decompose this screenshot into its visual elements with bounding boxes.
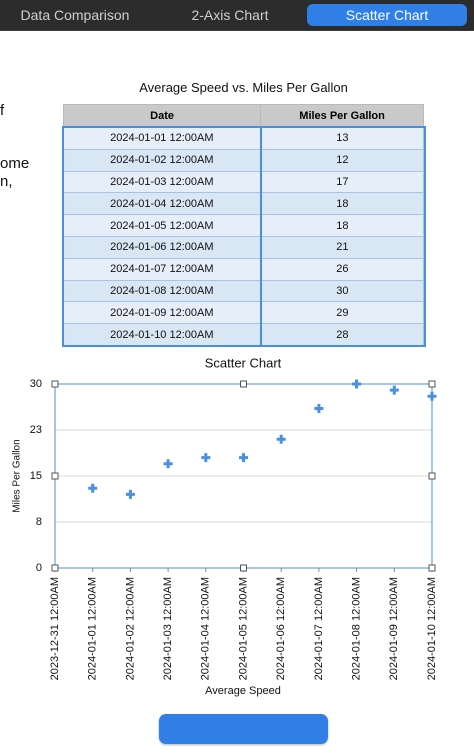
table-cell: 12 (260, 148, 424, 172)
table-row: 2024-01-10 12:00AM 28 (62, 323, 424, 346)
table-row: 2024-01-08 12:00AM 30 (62, 279, 424, 303)
selection-handle (428, 472, 436, 480)
table-cell: 17 (260, 170, 424, 194)
side-text: n, (0, 173, 13, 190)
table-cell: 2024-01-05 12:00AM (62, 214, 262, 237)
scatter-point (239, 453, 248, 463)
x-tick-label: 2023-12-31 12:00AM (49, 577, 61, 680)
selection-handle (240, 564, 247, 572)
table-row: 2024-01-02 12:00AM 12 (62, 148, 424, 172)
y-tick-label: 23 (30, 424, 42, 436)
table-cell: 2024-01-10 12:00AM (62, 323, 262, 346)
table-cell: 18 (260, 192, 424, 216)
scatter-point (314, 404, 324, 414)
x-tick-label: 2024-01-03 12:00AM (162, 577, 174, 680)
table-cell: 2024-01-08 12:00AM (62, 279, 262, 303)
table-cell: 2024-01-06 12:00AM (62, 235, 262, 259)
y-tick-label: 0 (36, 562, 42, 574)
table-cell: 29 (260, 301, 424, 325)
y-axis-label: Miles Per Gallon (12, 439, 23, 512)
table-row: 2024-01-04 12:00AM 18 (62, 192, 424, 216)
scatter-point (427, 391, 437, 401)
tab[interactable]: Scatter Chart (307, 4, 467, 26)
column-header: Miles Per Gallon (260, 104, 424, 128)
table-row: 2024-01-01 12:00AM 13 (62, 127, 424, 150)
table-cell: 21 (260, 235, 424, 259)
x-tick-label: 2024-01-05 12:00AM (237, 577, 249, 680)
table-cell: 13 (260, 127, 424, 150)
side-text: f (0, 102, 5, 119)
side-text: ome (0, 155, 30, 172)
scatter-point (201, 453, 211, 463)
x-axis-label: Average Speed (205, 685, 281, 697)
tab[interactable]: 2-Axis Chart (191, 7, 269, 23)
x-tick-label: 2024-01-08 12:00AM (351, 577, 363, 680)
scatter-point (352, 379, 362, 389)
scatter-point (276, 434, 286, 444)
x-tick-label: 2024-01-06 12:00AM (275, 577, 287, 680)
selection-handle (428, 380, 436, 388)
selection-handle (428, 564, 436, 572)
table-cell: 2024-01-09 12:00AM (62, 301, 262, 325)
selection-handle (51, 564, 59, 572)
x-tick-label: 2024-01-10 12:00AM (426, 577, 438, 680)
tab[interactable]: Data Comparison (20, 7, 130, 23)
table-title: Average Speed vs. Miles Per Gallon (139, 80, 348, 95)
table-cell: 2024-01-01 12:00AM (62, 127, 262, 150)
table-cell: 2024-01-04 12:00AM (62, 192, 262, 216)
selection-handle (240, 380, 247, 388)
scatter-point (163, 459, 173, 469)
x-tick-label: 2024-01-04 12:00AM (200, 577, 212, 680)
table-row: 2024-01-03 12:00AM 17 (62, 170, 424, 194)
chart-title: Scatter Chart (205, 355, 282, 370)
table-cell: 2024-01-07 12:00AM (62, 257, 262, 281)
data-table: Date Miles Per Gallon 2024-01-01 12:00AM… (61, 104, 426, 348)
table-cell: 26 (260, 257, 424, 281)
edit-data-references-button[interactable] (159, 714, 328, 744)
table-cell: 30 (260, 279, 424, 303)
y-tick-label: 8 (36, 516, 42, 528)
x-tick-label: 2024-01-01 12:00AM (87, 577, 99, 680)
y-tick-label: 15 (30, 470, 42, 482)
x-tick-label: 2024-01-07 12:00AM (313, 577, 325, 680)
selection-handle (51, 380, 59, 388)
table-cell: 2024-01-03 12:00AM (62, 170, 262, 194)
chart: Scatter Chart Miles Per Gallon Average S… (12, 355, 438, 697)
table-row: 2024-01-07 12:00AM 26 (62, 257, 424, 281)
table-row: 2024-01-06 12:00AM 21 (62, 235, 424, 259)
scatter-point (389, 385, 399, 395)
table-cell: 2024-01-02 12:00AM (62, 148, 262, 172)
scatter-point (88, 483, 98, 493)
column-header: Date (62, 104, 262, 128)
table-row: 2024-01-05 12:00AM 18 (62, 214, 424, 237)
selection-handle (51, 472, 59, 480)
x-tick-label: 2024-01-09 12:00AM (388, 577, 400, 680)
y-tick-label: 30 (30, 378, 42, 390)
scatter-point (125, 489, 135, 499)
table-cell: 28 (260, 323, 424, 346)
tab-bar: Data Comparison 2-Axis Chart Scatter Cha… (0, 0, 474, 31)
x-tick-label: 2024-01-02 12:00AM (124, 577, 136, 680)
table-row: 2024-01-09 12:00AM 29 (62, 301, 424, 325)
table-cell: 18 (260, 214, 424, 237)
